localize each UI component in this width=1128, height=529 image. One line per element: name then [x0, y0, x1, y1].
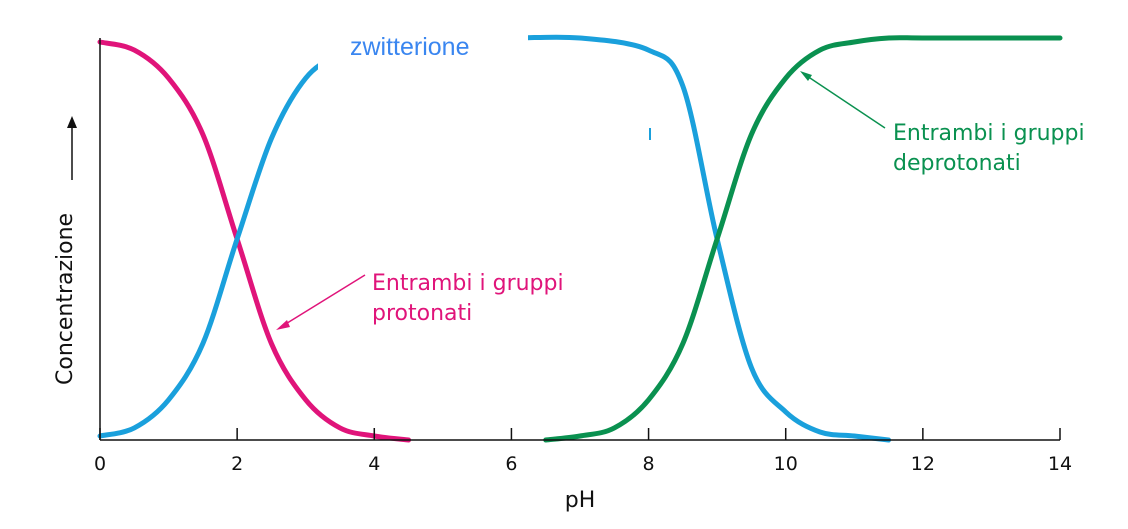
x-tick-label: 14 — [1048, 453, 1072, 475]
series-line-0 — [97, 39, 412, 443]
x-tick-label: 12 — [911, 453, 935, 475]
annotation-protonated-line2: protonati — [372, 301, 472, 326]
series-line-2 — [543, 35, 1063, 443]
x-tick-label: 6 — [505, 453, 517, 475]
annotation-protonated-line1: Entrambi i gruppi — [372, 271, 564, 296]
label-mask — [318, 0, 528, 70]
curves-layer — [97, 34, 1063, 443]
x-tick-label: 8 — [643, 453, 655, 475]
y-axis-arrow — [67, 116, 77, 180]
x-tick-label: 2 — [231, 453, 243, 475]
x-ticks: 0 2 4 6 8 10 12 14 — [94, 428, 1072, 475]
annotation-deprotonated-line1: Entrambi i gruppi — [893, 121, 1085, 146]
annotation-deprotonated-line2: deprotonati — [893, 151, 1021, 176]
x-axis-title: pH — [565, 488, 596, 513]
arrow-protonated — [276, 274, 366, 330]
y-axis-title-group: Concentrazione — [53, 213, 78, 385]
x-tick-label: 10 — [774, 453, 798, 475]
annotation-zwitterion: zwitterione — [350, 33, 470, 61]
arrow-deprotonated — [800, 71, 886, 129]
x-tick-label: 4 — [368, 453, 380, 475]
x-tick-label: 0 — [94, 453, 106, 475]
y-axis-title: Concentrazione — [53, 213, 78, 385]
